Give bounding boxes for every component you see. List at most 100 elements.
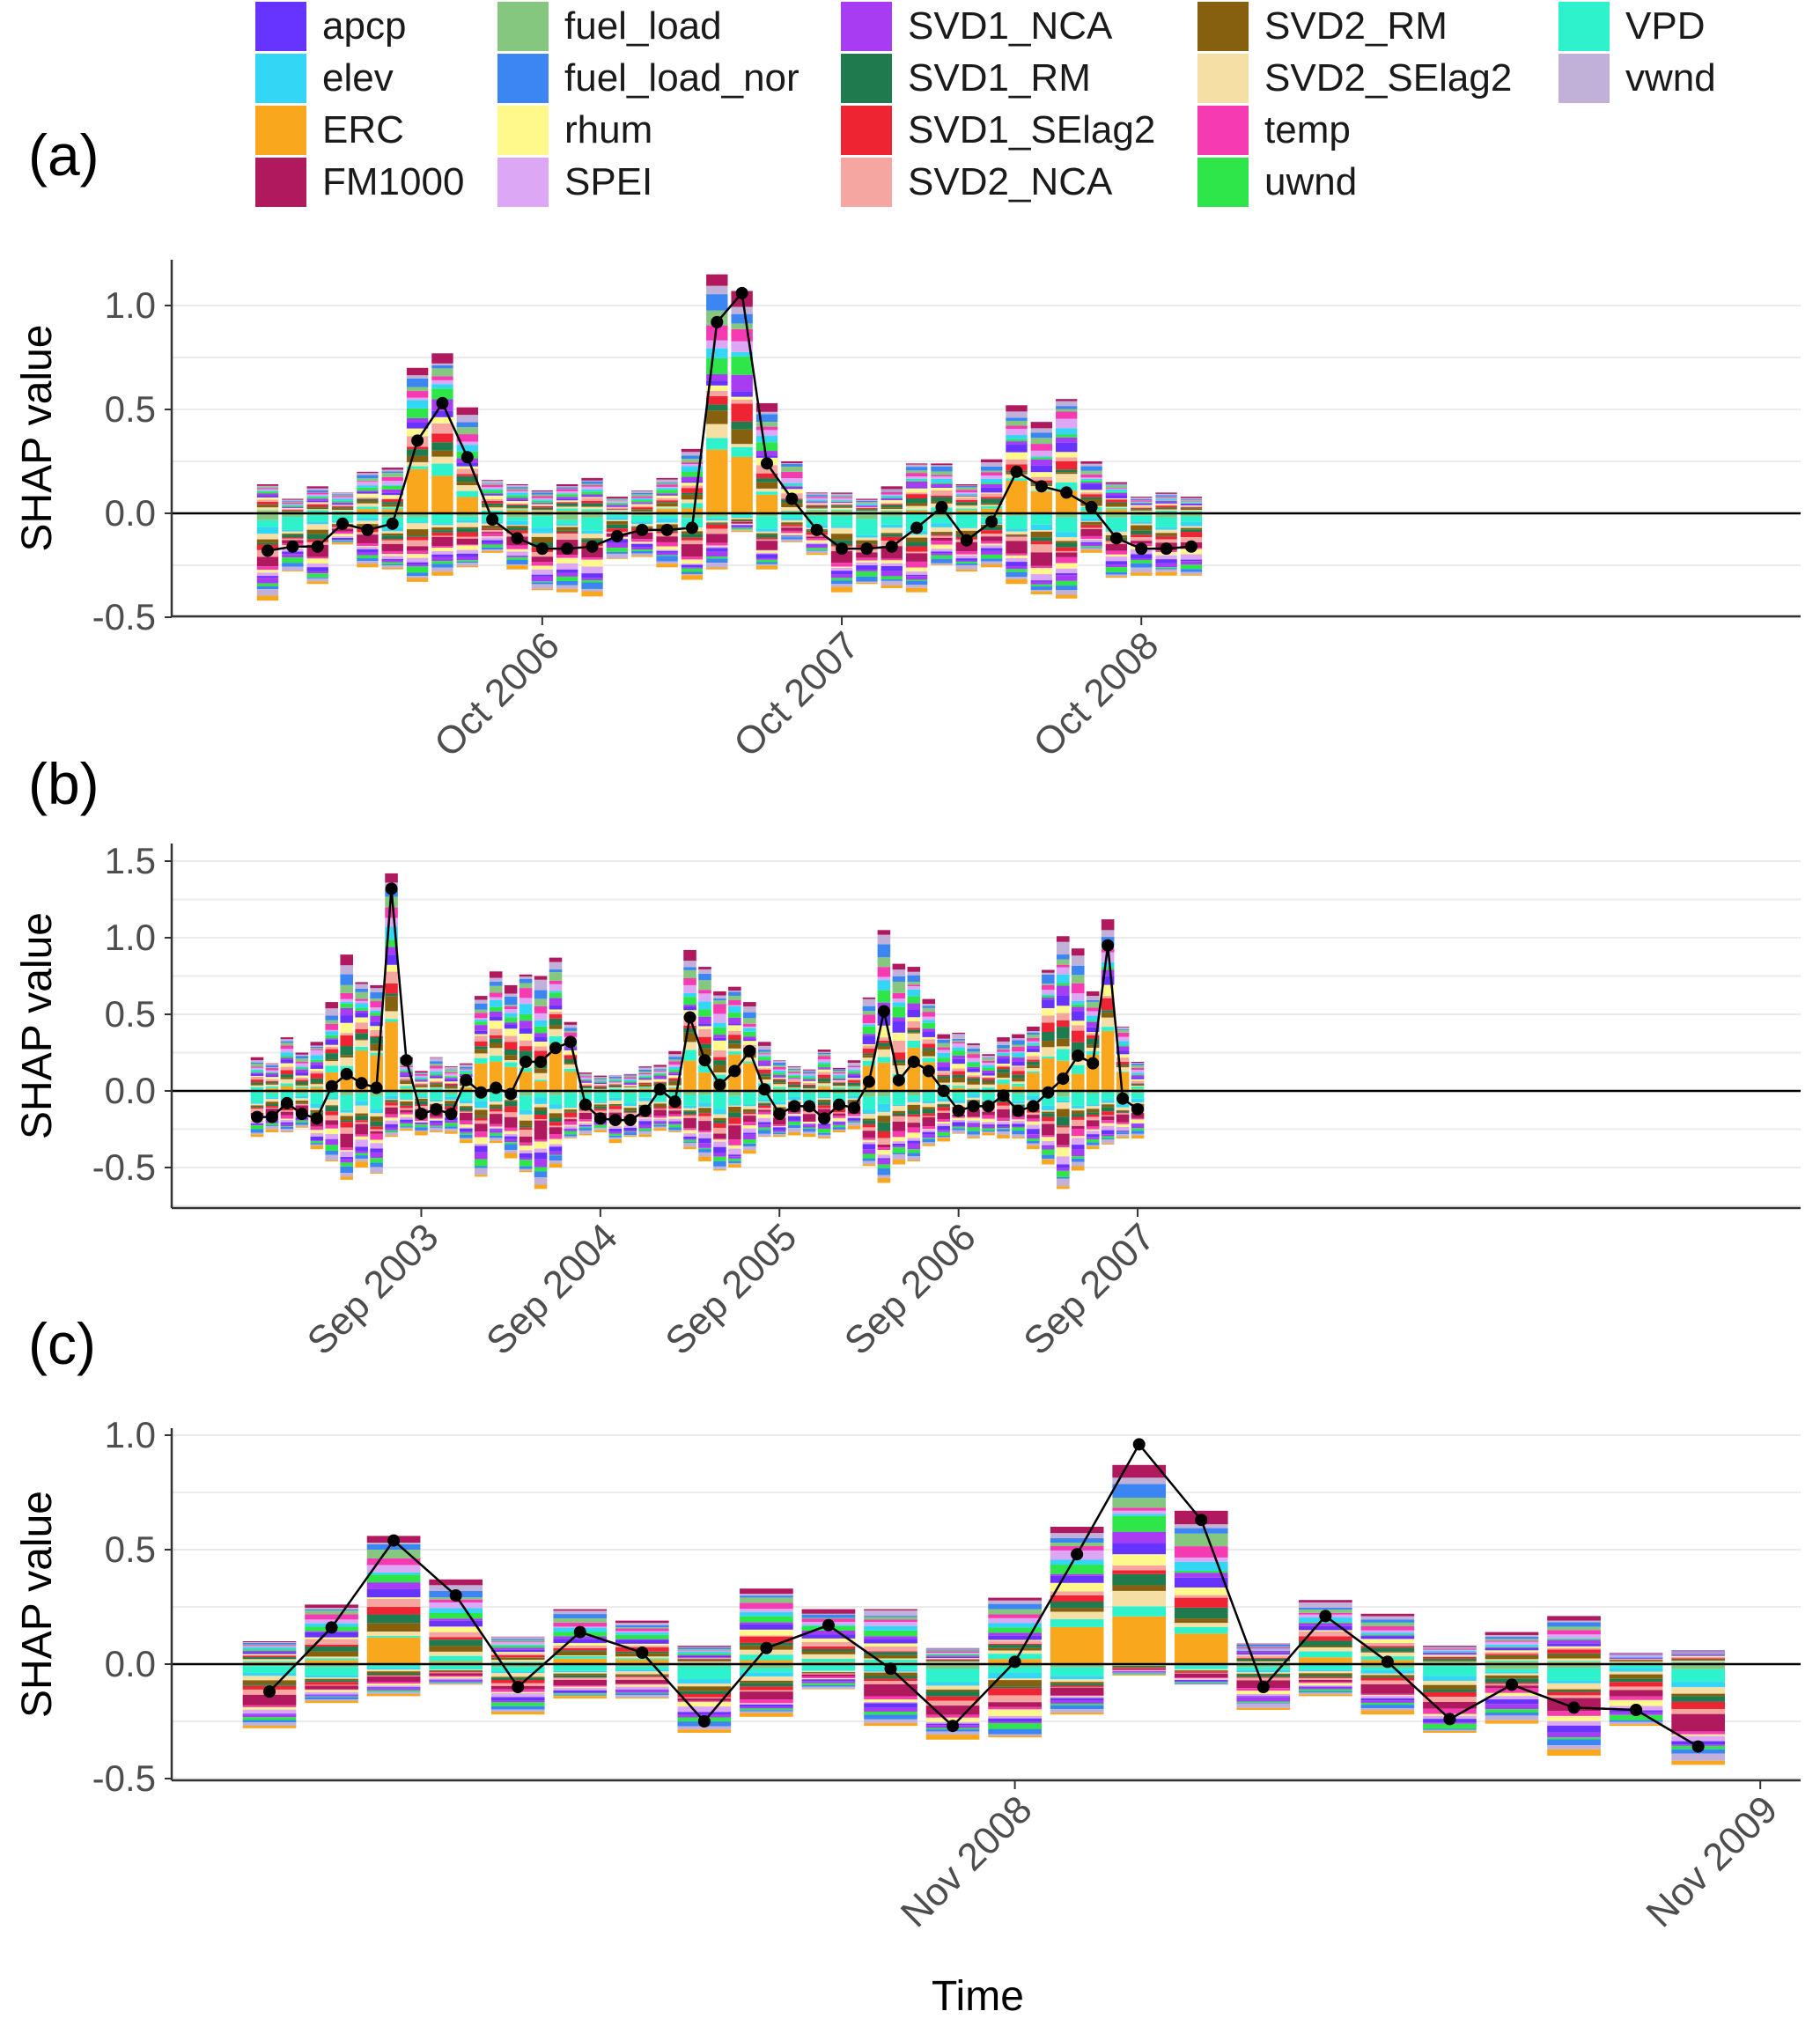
- bar-segment: [997, 1048, 1010, 1050]
- bar-segment: [713, 991, 726, 996]
- bar-segment: [862, 1049, 876, 1054]
- bar-segment: [713, 1166, 726, 1169]
- bar-segment: [1080, 494, 1102, 497]
- bar-segment: [400, 1069, 413, 1071]
- bar-segment: [787, 1116, 801, 1121]
- bar-segment: [1101, 996, 1115, 998]
- bar-segment: [728, 1156, 741, 1159]
- bar-segment: [430, 1065, 443, 1069]
- bar-segment: [325, 1046, 339, 1050]
- bar-segment: [1006, 513, 1028, 516]
- bar-segment: [1027, 1041, 1040, 1043]
- bar-segment: [370, 1152, 383, 1159]
- bar-segment: [242, 1725, 297, 1728]
- bar-segment: [1012, 1086, 1025, 1091]
- bar-segment: [489, 1006, 503, 1012]
- bar-segment: [653, 1065, 667, 1067]
- bar-segment: [1174, 1597, 1228, 1608]
- bar-segment: [531, 500, 554, 503]
- bar-segment: [1155, 498, 1177, 501]
- shap-point: [534, 1055, 548, 1068]
- bar-segment: [295, 1075, 309, 1078]
- bar-segment: [1086, 991, 1100, 997]
- bar-segment: [242, 1645, 297, 1647]
- bar-segment: [1080, 497, 1102, 500]
- bar-segment: [1105, 482, 1128, 484]
- bar-segment: [306, 510, 328, 512]
- bar-segment: [1236, 1667, 1291, 1670]
- bar-segment: [1131, 506, 1153, 508]
- bar-segment: [955, 514, 977, 527]
- bar-segment: [340, 1159, 353, 1163]
- bar-segment: [429, 1585, 483, 1591]
- bar-segment: [549, 1151, 563, 1155]
- bar-segment: [806, 538, 828, 541]
- bar-segment: [937, 1103, 950, 1105]
- bar-segment: [830, 563, 853, 567]
- bar-segment: [743, 1057, 756, 1062]
- shap-point: [803, 1100, 816, 1113]
- bar-segment: [306, 567, 328, 571]
- bar-segment: [1423, 1650, 1477, 1653]
- bar-segment: [385, 1099, 398, 1101]
- bar-segment: [922, 1126, 936, 1130]
- bar-segment: [366, 1607, 421, 1615]
- bar-segment: [250, 1105, 264, 1107]
- bar-segment: [731, 524, 753, 526]
- bar-segment: [1057, 1020, 1070, 1028]
- bar-segment: [415, 1121, 428, 1123]
- bar-segment: [907, 1040, 921, 1048]
- bar-segment: [731, 351, 753, 357]
- bar-segment: [534, 1081, 548, 1091]
- bar-segment: [668, 1066, 682, 1070]
- legend-label: vwnd: [1625, 56, 1716, 99]
- bar-segment: [683, 1142, 696, 1144]
- bar-segment: [489, 1109, 503, 1112]
- bar-segment: [549, 1160, 563, 1164]
- bar-segment: [549, 991, 563, 993]
- bar-segment: [490, 1657, 545, 1661]
- bar-segment: [681, 499, 704, 504]
- bar-segment: [295, 1103, 309, 1104]
- bar-segment: [325, 1139, 339, 1146]
- bar-segment: [282, 513, 304, 518]
- bar-segment: [406, 557, 429, 563]
- bar-segment: [357, 498, 379, 501]
- bar-segment: [740, 1704, 793, 1707]
- bar-segment: [988, 1617, 1042, 1624]
- bar-segment: [740, 1588, 793, 1595]
- bar-segment: [1423, 1728, 1477, 1730]
- bar-segment: [490, 1693, 545, 1698]
- bar-segment: [325, 1002, 339, 1009]
- bar-segment: [830, 497, 853, 501]
- bar-segment: [1006, 438, 1028, 442]
- legend-item: SVD2_NCA: [841, 158, 1112, 207]
- bar-segment: [772, 1082, 786, 1085]
- bar-segment: [265, 1073, 279, 1076]
- bar-segment: [925, 1650, 980, 1652]
- bar-segment: [1101, 930, 1115, 938]
- bar-segment: [892, 1160, 906, 1165]
- bar-segment: [905, 587, 928, 593]
- bar-segment: [553, 1692, 608, 1694]
- bar-segment: [581, 500, 603, 504]
- bar-segment: [306, 497, 328, 499]
- bar-segment: [242, 1642, 297, 1645]
- bar-segment: [937, 1101, 950, 1104]
- bar-segment: [683, 1025, 696, 1029]
- bar-segment: [553, 1673, 608, 1676]
- bar-segment: [608, 1079, 623, 1082]
- bar-segment: [1131, 510, 1153, 512]
- bar-segment: [340, 1157, 353, 1160]
- bar-segment: [1080, 546, 1102, 548]
- bar-segment: [892, 963, 906, 970]
- bar-segment: [1071, 1158, 1085, 1162]
- bar-segment: [325, 1059, 339, 1062]
- legend-item: rhum: [497, 106, 652, 155]
- bar-segment: [406, 516, 429, 523]
- bar-segment: [683, 1050, 696, 1061]
- bar-segment: [1080, 539, 1102, 542]
- bar-segment: [481, 542, 504, 545]
- bar-segment: [305, 1646, 358, 1652]
- bar-segment: [340, 1166, 353, 1174]
